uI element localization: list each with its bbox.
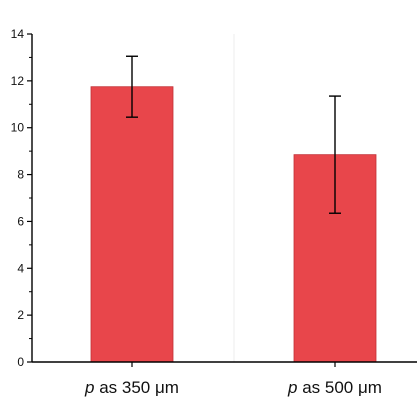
category-symbol: p [287,378,297,397]
error-bar-2 [329,95,341,214]
x-category-label-1: p as 350 μm [84,378,179,397]
x-category-label-2: p as 500 μm [287,378,382,397]
category-symbol: p [84,378,94,397]
y-tick-label: 12 [11,74,25,88]
bar-1 [90,86,174,363]
y-tick-label: 0 [17,355,24,369]
error-bar-1 [126,55,138,118]
y-tick-label: 8 [17,168,24,182]
category-text: as 350 μm [95,378,179,397]
y-tick-label: 2 [17,308,24,322]
category-text: as 500 μm [298,378,382,397]
y-tick-label: 14 [11,27,25,41]
y-tick-label: 6 [17,214,24,228]
y-tick-label: 10 [11,121,25,135]
y-tick-label: 4 [17,261,24,275]
